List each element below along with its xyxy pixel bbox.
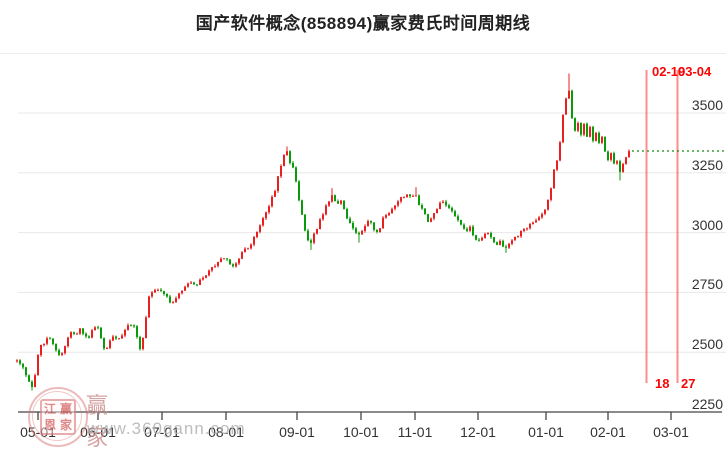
x-axis-label: 03-01 <box>653 424 689 440</box>
y-axis-label: 2750 <box>691 276 723 293</box>
y-axis-label: 3000 <box>691 216 723 233</box>
x-axis-label: 01-01 <box>528 424 564 440</box>
candles-group <box>16 73 630 391</box>
x-axis-label: 10-01 <box>343 424 379 440</box>
page-title: 国产软件概念(858894)赢家费氏时间周期线 <box>195 14 531 33</box>
y-axis-label: 3250 <box>691 156 723 173</box>
gridlines <box>18 112 726 353</box>
y-axis-label: 2500 <box>691 336 723 353</box>
x-axis <box>18 411 722 420</box>
title-divider <box>0 53 726 54</box>
x-axis-label: 08-01 <box>208 424 244 440</box>
x-axis-label: 07-01 <box>144 424 180 440</box>
y-axis-label: 2250 <box>691 396 723 412</box>
x-axis-label: 02-01 <box>590 424 626 440</box>
cycle-count-label-2: 27 <box>681 376 696 391</box>
fib-time-cycle-lines <box>645 70 679 383</box>
y-axis-label: 3500 <box>691 97 723 113</box>
x-axis-label: 09-01 <box>279 424 315 440</box>
x-axis-label: 12-01 <box>460 424 496 440</box>
x-axis-label: 06-01 <box>80 424 116 440</box>
x-axis-label: 05-01 <box>20 424 56 440</box>
cycle-date-label-2: 03-04 <box>678 64 712 79</box>
cycle-count-label-1: 18 <box>655 376 670 391</box>
x-axis-label: 11-01 <box>397 424 433 440</box>
cycle-date-label-1: 02-19 <box>652 64 686 79</box>
